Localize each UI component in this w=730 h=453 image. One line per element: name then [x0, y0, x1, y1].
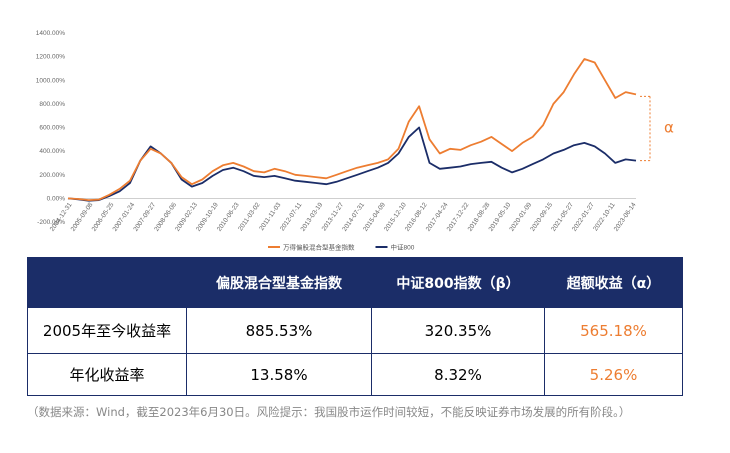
legend-label: 万得偏股混合型基金指数 [283, 243, 355, 252]
source-note: （数据来源：Wind，截至2023年6月30日。风险提示：我国股市运作时间较短，… [27, 405, 631, 419]
table-row: 2005年至今收益率 885.53% 320.35% 565.18% [27, 307, 683, 354]
row-label: 2005年至今收益率 [27, 307, 187, 354]
cell-value: 13.58% [186, 353, 372, 396]
y-tick-label: 1000.00% [36, 77, 65, 84]
returns-table: 偏股混合型基金指数 中证800指数（β） 超额收益（α） 2005年至今收益率 … [27, 257, 683, 396]
cell-value: 8.32% [371, 353, 545, 396]
legend-label: 中证800 [391, 243, 415, 252]
series-line [67, 126, 637, 202]
y-tick-label: 400.00% [39, 148, 65, 155]
table-header-row: 偏股混合型基金指数 中证800指数（β） 超额收益（α） [27, 257, 683, 308]
y-tick-label: 0.00% [47, 195, 66, 202]
cell-value-alpha: 565.18% [544, 307, 683, 354]
row-label: 年化收益率 [27, 353, 187, 396]
series-line [67, 58, 637, 202]
y-axis: 1400.00% 1200.00% 1000.00% 800.00% 600.00% 40… [36, 30, 636, 226]
table-header-fund-index: 偏股混合型基金指数 [186, 257, 372, 308]
y-tick-label: 1200.00% [36, 54, 65, 61]
alpha-bracket: α [640, 95, 674, 162]
table-header-empty [27, 257, 187, 308]
table-header-excess-return: 超额收益（α） [544, 257, 683, 308]
table-row: 年化收益率 13.58% 8.32% 5.26% [27, 353, 683, 396]
x-tick-label: 2023-06-14 [613, 201, 638, 233]
cell-value: 320.35% [371, 307, 545, 354]
chart-series [67, 58, 637, 202]
chart-legend: 万得偏股混合型基金指数 中证800 [268, 243, 415, 252]
x-axis: 2004-12-312005-09-082006-05-252007-01-24… [49, 201, 638, 233]
y-tick-label: 800.00% [39, 101, 65, 108]
cell-value: 885.53% [186, 307, 372, 354]
y-tick-label: 1400.00% [36, 30, 65, 37]
y-tick-label: -200.00% [37, 219, 65, 226]
y-tick-label: 200.00% [39, 172, 65, 179]
table-header-csi800: 中证800指数（β） [371, 257, 545, 308]
line-chart: 1400.00% 1200.00% 1000.00% 800.00% 600.00% 40… [36, 30, 674, 252]
alpha-label: α [664, 119, 674, 137]
cell-value-alpha: 5.26% [544, 353, 683, 396]
y-tick-label: 600.00% [39, 125, 65, 132]
